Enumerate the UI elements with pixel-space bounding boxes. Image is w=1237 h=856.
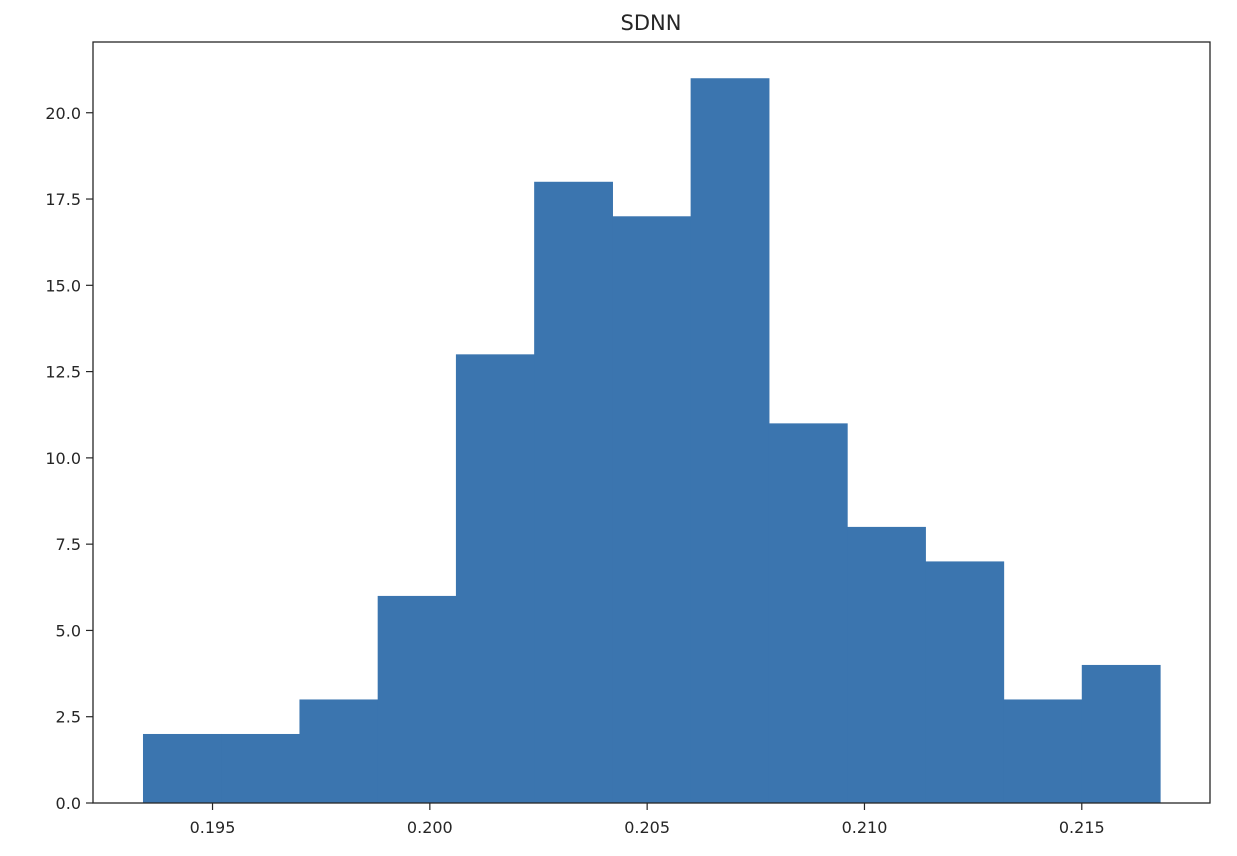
y-axis-ticks: 0.0 2.5 5.0 7.5 10.0 12.5 15.0 17.5 20.0 <box>45 104 93 813</box>
histogram-bar <box>1081 664 1161 803</box>
histogram-bar <box>377 595 457 803</box>
histogram-bar <box>299 699 379 803</box>
plot-frame <box>92 41 1211 804</box>
y-tick-label: 20.0 <box>45 104 81 123</box>
histogram-bar <box>142 733 222 803</box>
y-tick-label: 10.0 <box>45 449 81 468</box>
x-tick-label: 0.195 <box>190 818 236 837</box>
x-tick-label: 0.210 <box>842 818 888 837</box>
y-tick-label: 17.5 <box>45 190 81 209</box>
y-tick-label: 0.0 <box>56 794 81 813</box>
y-tick-label: 15.0 <box>45 276 81 295</box>
x-tick-label: 0.215 <box>1059 818 1105 837</box>
histogram-bar <box>221 733 301 803</box>
x-tick-label: 0.205 <box>624 818 670 837</box>
histogram-bar <box>690 78 770 803</box>
histogram-bar <box>455 354 535 803</box>
y-tick-label: 5.0 <box>56 621 81 640</box>
y-tick-label: 7.5 <box>56 535 81 554</box>
histogram-bar <box>1003 699 1083 803</box>
x-tick-label: 0.200 <box>407 818 453 837</box>
y-tick-label: 2.5 <box>56 708 81 727</box>
x-axis-ticks: 0.195 0.200 0.205 0.210 0.215 <box>190 803 1105 837</box>
bars <box>142 78 1161 804</box>
histogram-bar <box>847 526 926 803</box>
histogram-bar <box>612 216 692 804</box>
histogram-bar <box>925 561 1005 803</box>
chart-title: SDNN <box>621 11 682 35</box>
histogram-bar <box>768 423 848 803</box>
y-tick-label: 12.5 <box>45 363 81 382</box>
histogram-bar <box>534 181 613 803</box>
